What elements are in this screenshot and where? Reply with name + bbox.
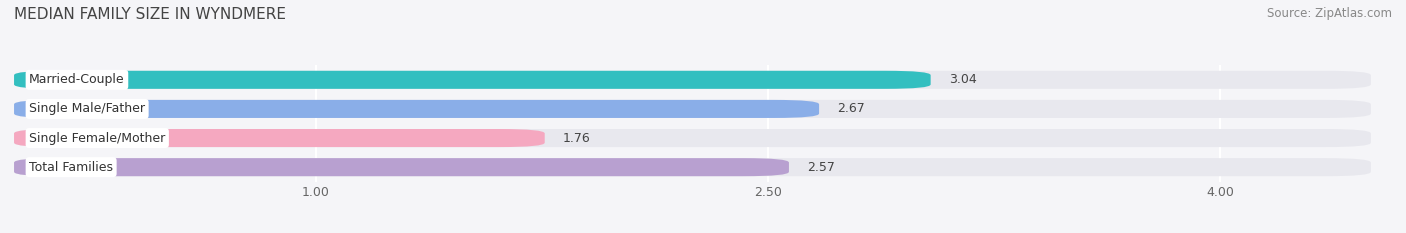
FancyBboxPatch shape [14, 129, 544, 147]
Text: 3.04: 3.04 [949, 73, 977, 86]
Text: Total Families: Total Families [30, 161, 112, 174]
Text: 2.57: 2.57 [807, 161, 835, 174]
Text: Married-Couple: Married-Couple [30, 73, 125, 86]
Text: MEDIAN FAMILY SIZE IN WYNDMERE: MEDIAN FAMILY SIZE IN WYNDMERE [14, 7, 285, 22]
Text: Source: ZipAtlas.com: Source: ZipAtlas.com [1267, 7, 1392, 20]
FancyBboxPatch shape [14, 71, 1371, 89]
Text: Single Male/Father: Single Male/Father [30, 103, 145, 115]
FancyBboxPatch shape [14, 71, 931, 89]
FancyBboxPatch shape [14, 129, 1371, 147]
Text: 1.76: 1.76 [562, 132, 591, 144]
FancyBboxPatch shape [14, 100, 820, 118]
FancyBboxPatch shape [14, 100, 1371, 118]
Text: 2.67: 2.67 [837, 103, 865, 115]
FancyBboxPatch shape [14, 158, 789, 176]
FancyBboxPatch shape [14, 158, 1371, 176]
Text: Single Female/Mother: Single Female/Mother [30, 132, 166, 144]
